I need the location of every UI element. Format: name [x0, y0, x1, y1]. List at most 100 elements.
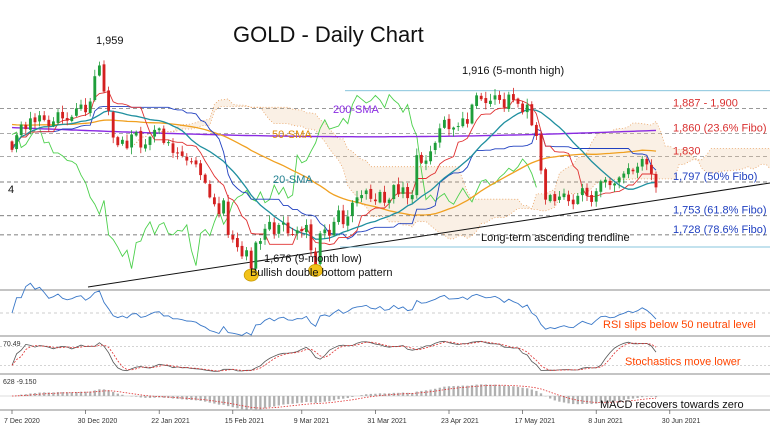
double-bottom-label: Bullish double bottom pattern [250, 267, 392, 279]
candle-body-111 [521, 103, 525, 113]
candle-body-121 [567, 194, 571, 202]
edge-label: 4 [8, 184, 14, 196]
candle-body-33 [162, 128, 166, 143]
candle-body-43 [208, 184, 212, 198]
candle-body-94 [442, 119, 446, 128]
candle-body-57 [272, 222, 276, 235]
candle-body-35 [171, 143, 175, 153]
price-panel: GOLD - Daily Chart 1,959 1,916 (5-month … [0, 22, 770, 288]
candle-body-62 [295, 230, 299, 234]
candle-body-122 [571, 199, 575, 205]
candle-body-44 [212, 197, 216, 205]
candle-body-39 [189, 161, 193, 163]
candle-body-138 [645, 158, 649, 165]
candle-body-79 [373, 199, 377, 202]
candle-body-45 [217, 203, 221, 215]
candle-body-86 [406, 187, 410, 199]
candle-body-107 [502, 99, 506, 108]
sma200-label: 200-SMA [333, 104, 380, 116]
level-label-3: 1,797 (50% Fibo) [673, 171, 757, 183]
candle-body-11 [61, 111, 65, 119]
candle-body-21 [107, 90, 111, 111]
candle-body-88 [415, 155, 419, 196]
candle-body-2 [19, 124, 23, 136]
candle-body-6 [38, 115, 42, 122]
candle-body-140 [654, 174, 658, 188]
macd-panel: 628 -9.150 MACD recovers towards zero [0, 379, 770, 411]
candle-body-16 [84, 104, 88, 113]
candle-body-23 [116, 137, 120, 146]
candle-body-100 [470, 104, 474, 124]
candle-body-69 [327, 229, 331, 236]
candle-body-98 [461, 118, 465, 127]
candle-body-47 [226, 201, 230, 235]
tenkan-sen-line [11, 90, 657, 246]
candle-body-130 [608, 180, 612, 186]
candle-body-139 [649, 164, 653, 174]
candle-body-53 [254, 242, 258, 269]
macd-value-label: 628 -9.150 [3, 379, 37, 386]
candle-body-4 [28, 118, 32, 130]
candle-body-78 [369, 188, 373, 199]
candle-body-58 [277, 224, 281, 234]
candle-body-66 [314, 251, 318, 266]
candle-body-22 [111, 112, 115, 138]
chart-title: GOLD - Daily Chart [233, 22, 424, 47]
candle-body-101 [475, 95, 479, 106]
candle-body-50 [240, 245, 244, 257]
double-bottom-markers [243, 264, 324, 282]
candle-body-124 [580, 188, 584, 196]
x-tick-label-6: 23 Apr 2021 [441, 418, 479, 425]
candle-body-31 [153, 129, 157, 137]
macd-group [0, 384, 770, 411]
rsi-line-group [11, 282, 657, 336]
candle-body-38 [185, 156, 189, 161]
rsi-panel: RSI slips below 50 neutral level [0, 282, 770, 337]
candle-body-128 [599, 181, 603, 192]
candle-body-55 [263, 228, 267, 240]
candle-body-49 [235, 238, 239, 248]
x-axis: 7 Dec 2020 30 Dec 2020 22 Jan 2021 15 Feb 2… [4, 410, 700, 425]
candle-body-41 [199, 163, 203, 176]
macd-comment: MACD recovers towards zero [600, 399, 744, 411]
candle-body-103 [484, 98, 488, 104]
candle-body-34 [166, 142, 170, 144]
candle-body-15 [79, 104, 83, 109]
candle-body-54 [258, 241, 262, 244]
candle-body-8 [47, 119, 51, 127]
ichimoku-cloud [131, 98, 770, 240]
x-tick-label-9: 30 Jun 2021 [662, 418, 701, 425]
sma200-line [11, 126, 657, 138]
candle-body-92 [433, 142, 437, 151]
candle-body-25 [125, 140, 129, 149]
candle-body-0 [10, 141, 14, 150]
candle-body-96 [452, 127, 456, 130]
x-tick-label-8: 8 Jun 2021 [588, 418, 623, 425]
candle-body-7 [42, 115, 46, 120]
candle-body-136 [636, 166, 640, 173]
candle-body-71 [337, 210, 341, 223]
candle-body-125 [585, 187, 589, 196]
candle-body-134 [626, 168, 630, 175]
candle-body-108 [507, 94, 511, 109]
candle-body-85 [401, 187, 405, 194]
candle-body-19 [97, 65, 101, 76]
candle-body-18 [93, 76, 97, 101]
candle-body-9 [51, 121, 55, 126]
candle-body-97 [456, 126, 460, 128]
candle-body-52 [249, 250, 253, 269]
candle-body-112 [525, 104, 529, 113]
candle-body-17 [88, 101, 92, 114]
candle-body-91 [429, 151, 433, 162]
candle-body-115 [539, 134, 543, 171]
candle-body-105 [493, 95, 497, 100]
cloud-span-a [131, 98, 770, 240]
price-level-labels: 1,887 - 1,900 1,860 (23.6% Fibo) 1,830 1,79… [673, 97, 767, 236]
candle-body-84 [396, 184, 400, 195]
candle-body-24 [120, 139, 124, 144]
sma50-line [11, 119, 657, 216]
candle-body-14 [74, 108, 78, 116]
candle-body-118 [553, 194, 557, 202]
trendline-label: Long-term ascending trendline [481, 232, 630, 244]
candle-body-83 [392, 185, 396, 200]
